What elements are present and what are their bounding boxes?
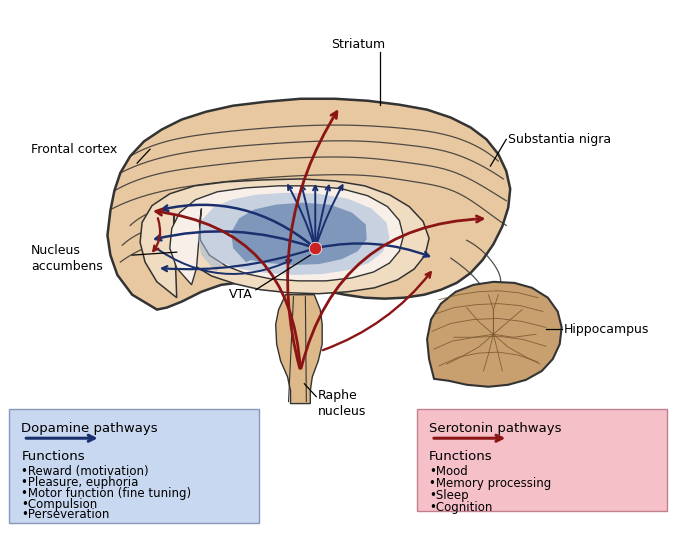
Text: Raphe
nucleus: Raphe nucleus bbox=[318, 389, 367, 418]
Text: •Compulsion: •Compulsion bbox=[21, 498, 98, 510]
Text: •Reward (motivation): •Reward (motivation) bbox=[21, 465, 149, 478]
Polygon shape bbox=[427, 282, 562, 387]
Text: Frontal cortex: Frontal cortex bbox=[31, 143, 118, 156]
Text: Functions: Functions bbox=[21, 450, 85, 463]
Text: •Memory processing: •Memory processing bbox=[429, 477, 551, 490]
Text: •Motor function (fine tuning): •Motor function (fine tuning) bbox=[21, 487, 192, 500]
Polygon shape bbox=[275, 295, 322, 403]
Polygon shape bbox=[197, 193, 390, 275]
Text: Hippocampus: Hippocampus bbox=[564, 323, 649, 336]
Text: Serotonin pathways: Serotonin pathways bbox=[429, 422, 562, 435]
Polygon shape bbox=[107, 99, 510, 310]
Text: •Cognition: •Cognition bbox=[429, 501, 492, 514]
FancyBboxPatch shape bbox=[10, 409, 259, 523]
Text: •Perseveration: •Perseveration bbox=[21, 508, 109, 522]
Text: •Mood: •Mood bbox=[429, 465, 468, 478]
Text: •Sleep: •Sleep bbox=[429, 488, 469, 502]
FancyBboxPatch shape bbox=[418, 409, 666, 511]
Polygon shape bbox=[231, 203, 367, 265]
Text: Striatum: Striatum bbox=[330, 38, 385, 51]
Text: Dopamine pathways: Dopamine pathways bbox=[21, 422, 158, 435]
Text: Substantia nigra: Substantia nigra bbox=[508, 133, 611, 146]
Text: •Pleasure, euphoria: •Pleasure, euphoria bbox=[21, 476, 139, 489]
Polygon shape bbox=[170, 186, 403, 285]
Text: Functions: Functions bbox=[429, 450, 493, 463]
Polygon shape bbox=[140, 179, 429, 297]
Text: VTA: VTA bbox=[229, 288, 253, 301]
Text: Nucleus
accumbens: Nucleus accumbens bbox=[31, 243, 103, 273]
